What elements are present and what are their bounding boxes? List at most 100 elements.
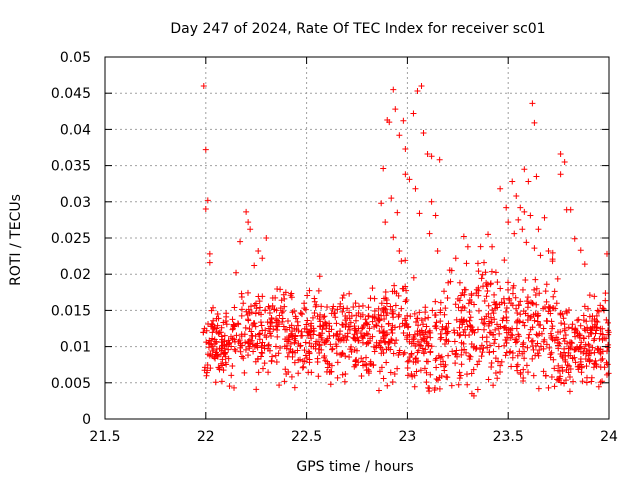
data-point [258, 349, 265, 356]
data-point [589, 344, 596, 351]
data-point [202, 206, 209, 213]
data-point [583, 318, 590, 325]
data-point [491, 340, 498, 347]
data-point [503, 317, 510, 324]
data-point [295, 327, 302, 334]
data-point [414, 357, 421, 364]
data-point [456, 324, 463, 331]
data-point [245, 317, 252, 324]
data-point [253, 386, 260, 393]
data-point [369, 285, 376, 292]
data-point [222, 353, 229, 360]
data-point [310, 331, 317, 338]
data-point [347, 346, 354, 353]
data-point [458, 307, 465, 314]
data-point [470, 392, 477, 399]
data-point [514, 352, 521, 359]
data-point [479, 334, 486, 341]
data-point [218, 324, 225, 331]
data-point [301, 358, 308, 365]
data-point [478, 316, 485, 323]
data-point [592, 357, 599, 364]
data-point [333, 350, 340, 357]
data-point [272, 343, 279, 350]
data-point [485, 376, 492, 383]
data-point [382, 289, 389, 296]
data-point [497, 369, 504, 376]
data-point [414, 330, 421, 337]
data-point [460, 317, 467, 324]
data-point [405, 357, 412, 364]
data-point [273, 307, 280, 314]
data-point [509, 178, 516, 185]
data-point [548, 373, 555, 380]
data-point [231, 304, 238, 311]
data-point [555, 362, 562, 369]
data-point [462, 286, 469, 293]
data-point [466, 356, 473, 363]
data-point [323, 337, 330, 344]
data-point [398, 258, 405, 265]
data-point [324, 364, 331, 371]
data-point [383, 312, 390, 319]
data-point [523, 362, 530, 369]
data-point [356, 303, 363, 310]
data-point [337, 303, 344, 310]
data-point [581, 325, 588, 332]
data-point [308, 343, 315, 350]
data-point [505, 219, 512, 226]
data-point [381, 316, 388, 323]
data-point [452, 350, 459, 357]
data-point [437, 361, 444, 368]
data-point [271, 306, 278, 313]
data-point [218, 339, 225, 346]
data-point [584, 305, 591, 312]
data-point [362, 316, 369, 323]
data-point [268, 333, 275, 340]
data-point [478, 353, 485, 360]
data-point [514, 361, 521, 368]
data-point [306, 340, 313, 347]
data-point [394, 365, 401, 372]
data-point [421, 365, 428, 372]
data-point [423, 369, 430, 376]
data-point [503, 325, 510, 332]
data-point [316, 341, 323, 348]
data-point [467, 314, 474, 321]
data-point [258, 322, 265, 329]
data-point [396, 347, 403, 354]
data-point [434, 248, 441, 255]
data-point [531, 286, 538, 293]
data-point [204, 361, 211, 368]
y-tick-label: 0.01 [60, 340, 91, 356]
data-point [503, 339, 510, 346]
data-point [371, 295, 378, 302]
data-point [324, 304, 331, 311]
data-point [436, 156, 443, 163]
data-point [365, 331, 372, 338]
data-point [516, 333, 523, 340]
data-point [417, 332, 424, 339]
data-point [366, 325, 373, 332]
y-tick-label: 0.035 [51, 159, 91, 175]
data-point [492, 326, 499, 333]
data-point [398, 305, 405, 312]
data-point [235, 338, 242, 345]
data-point [543, 341, 550, 348]
data-point [218, 345, 225, 352]
data-point [524, 304, 531, 311]
data-point [515, 301, 522, 308]
data-point [210, 317, 217, 324]
data-point [411, 331, 418, 338]
data-point [474, 326, 481, 333]
y-tick-label: 0.04 [60, 122, 91, 138]
data-point [433, 364, 440, 371]
data-point [525, 178, 532, 185]
data-point [490, 332, 497, 339]
data-point [246, 310, 253, 317]
data-point [463, 260, 470, 267]
data-point [410, 274, 417, 281]
data-point [456, 279, 463, 286]
data-point [595, 383, 602, 390]
data-point [390, 86, 397, 93]
